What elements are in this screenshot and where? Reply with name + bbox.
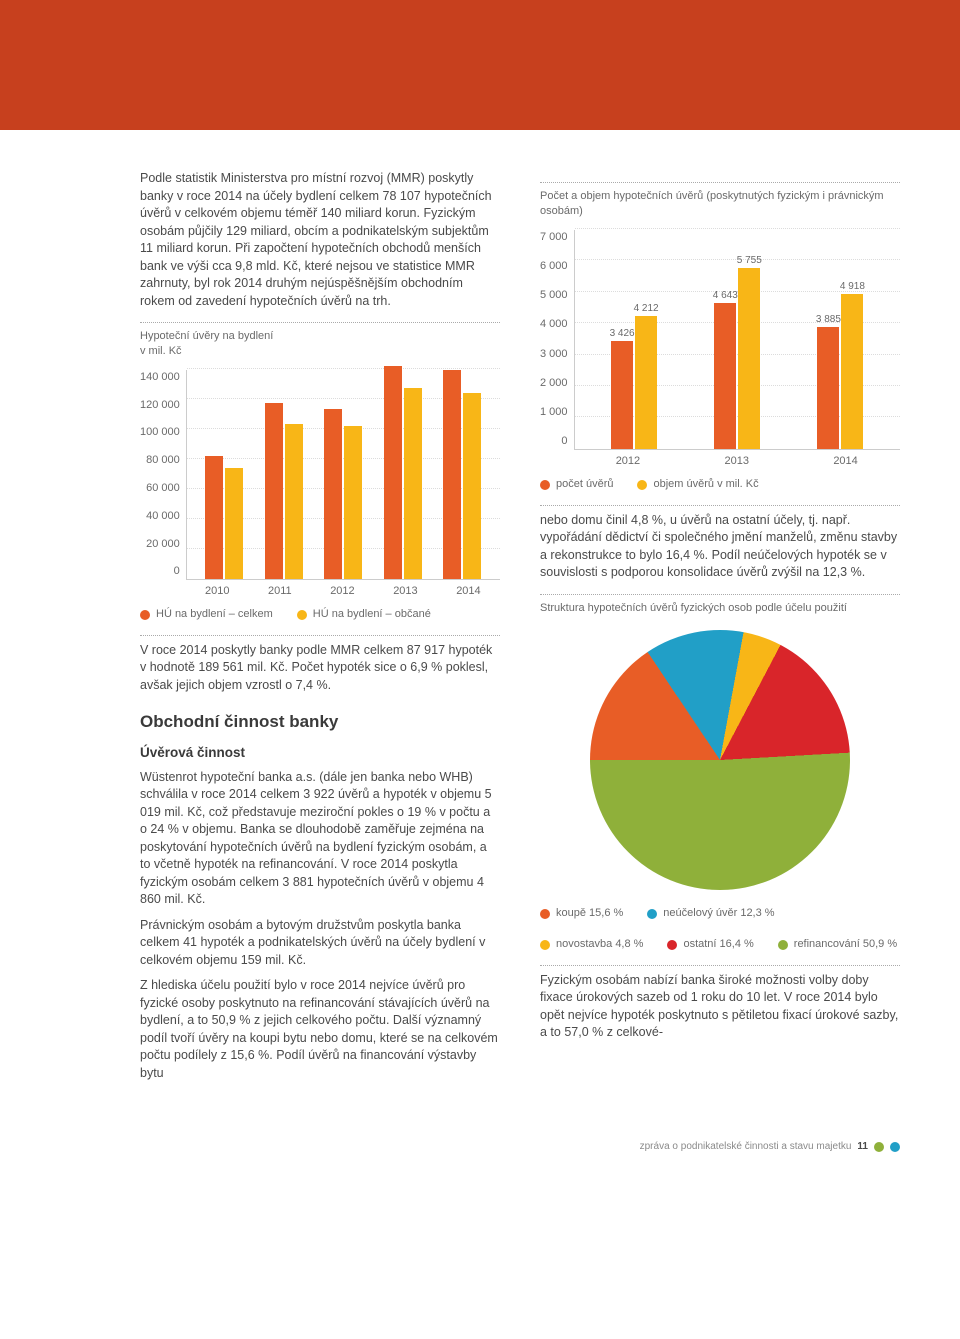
body-paragraph: V roce 2014 poskytly banky podle MMR cel… [140,642,500,695]
chart-title: Hypoteční úvěry na bydlení v mil. Kč [140,329,500,360]
subsection-heading: Úvěrová činnost [140,744,500,763]
pie-legend: koupě 15,6 % neúčelový úvěr 12,3 % novosta… [540,906,900,953]
rule [140,635,500,636]
legend-item: HÚ na bydlení – celkem [140,607,273,622]
section-heading: Obchodní činnost banky [140,710,500,734]
legend-item: novostavba 4,8 % [540,937,643,952]
rule [140,322,500,323]
pie-chart [540,630,900,890]
body-paragraph: Právnickým osobám a bytovým družstvům po… [140,917,500,970]
footer-dot [874,1142,884,1152]
legend-item: refinancování 50,9 % [778,937,897,952]
legend-item: neúčelový úvěr 12,3 % [647,906,774,921]
chart-1-legend: HÚ na bydlení – celkem HÚ na bydlení – ob… [140,607,500,622]
rule [540,505,900,506]
chart-title: Struktura hypotečních úvěrů fyzických os… [540,601,900,616]
header-band [0,0,960,130]
body-paragraph: Fyzickým osobám nabízí banka široké možn… [540,972,900,1042]
legend-item: objem úvěrů v mil. Kč [637,477,758,492]
legend-item: koupě 15,6 % [540,906,623,921]
rule [540,965,900,966]
footer-dot [890,1142,900,1152]
body-paragraph: Wüstenrot hypoteční banka a.s. (dále jen… [140,769,500,909]
chart-2-legend: počet úvěrů objem úvěrů v mil. Kč [540,477,900,492]
chart-title: Počet a objem hypotečních úvěrů (poskytn… [540,189,900,220]
body-paragraph: nebo domu činil 4,8 %, u úvěrů na ostatn… [540,512,900,582]
rule [540,182,900,183]
legend-item: počet úvěrů [540,477,613,492]
bar-chart-1: 020 00040 00060 00080 000100 000120 0001… [140,370,500,599]
bar-chart-2: 01 0002 0003 0004 0005 0006 0007 0003 42… [540,230,900,469]
body-paragraph: Z hlediska účelu použití bylo v roce 201… [140,977,500,1082]
rule [540,594,900,595]
page-number: 11 [857,1140,868,1154]
legend-item: HÚ na bydlení – občané [297,607,431,622]
page-footer: zpráva o podnikatelské činnosti a stavu … [140,1140,900,1154]
body-paragraph: Podle statistik Ministerstva pro místní … [140,170,500,310]
legend-item: ostatní 16,4 % [667,937,753,952]
footer-text: zpráva o podnikatelské činnosti a stavu … [640,1140,852,1154]
